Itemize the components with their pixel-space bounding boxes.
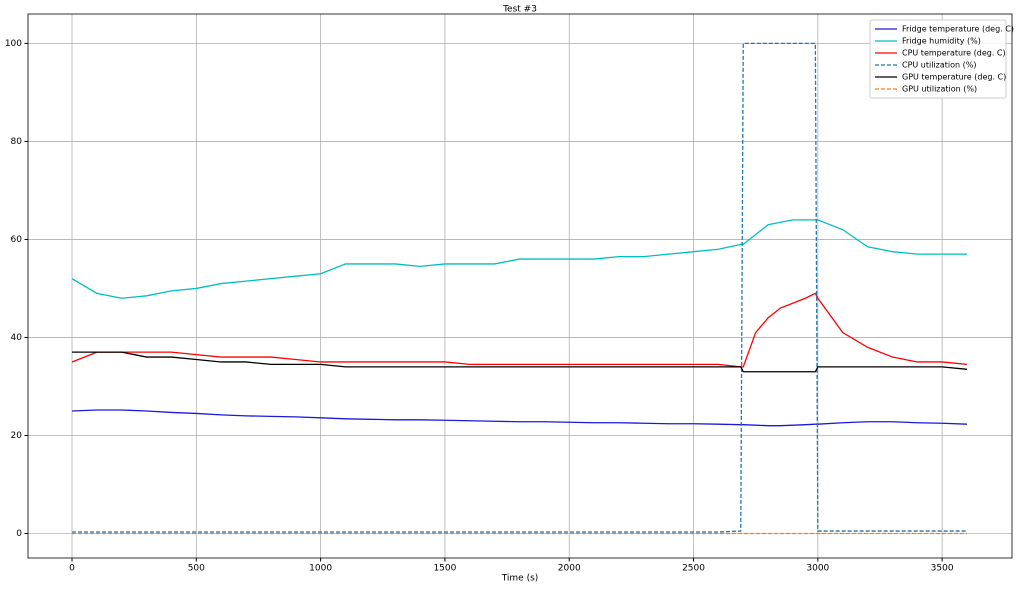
legend-label: CPU temperature (deg. C) <box>902 49 1006 58</box>
y-tick-label: 20 <box>11 431 23 441</box>
x-tick-label: 500 <box>188 564 205 574</box>
series-line <box>71 292 968 368</box>
legend-label: GPU temperature (deg. C) <box>902 73 1006 82</box>
x-tick-label: 3000 <box>806 564 829 574</box>
legend: Fridge temperature (deg. C) Fridge humidi… <box>869 19 1014 99</box>
lines <box>71 42 968 535</box>
y-tick-label: 80 <box>11 137 23 147</box>
x-axis-label: Time (s) <box>501 574 539 584</box>
legend-label: Fridge humidity (%) <box>902 37 981 46</box>
legend-label: CPU utilization (%) <box>902 61 977 70</box>
y-tick-label: 100 <box>5 39 22 49</box>
series-line <box>71 409 968 427</box>
y-tick-label: 40 <box>11 333 23 343</box>
x-tick-label: 1500 <box>433 564 456 574</box>
series-line <box>71 219 967 299</box>
y-tick-label: 60 <box>11 235 23 245</box>
legend-label: GPU utilization (%) <box>902 85 977 94</box>
legend-label: Fridge temperature (deg. C) <box>902 25 1014 34</box>
plot-frame <box>27 13 1013 559</box>
x-tick-label: 2500 <box>682 564 705 574</box>
legend-box <box>869 19 1007 99</box>
series-line <box>72 351 968 373</box>
x-tick-label: 1000 <box>309 564 332 574</box>
series-line <box>72 42 967 533</box>
y-tick-label: 0 <box>16 529 22 539</box>
chart-title: Test #3 <box>502 5 537 15</box>
x-tick-label: 2000 <box>558 564 581 574</box>
x-tick-label: 3500 <box>931 564 954 574</box>
grid <box>28 14 1012 558</box>
x-tick-label: 0 <box>69 564 75 574</box>
